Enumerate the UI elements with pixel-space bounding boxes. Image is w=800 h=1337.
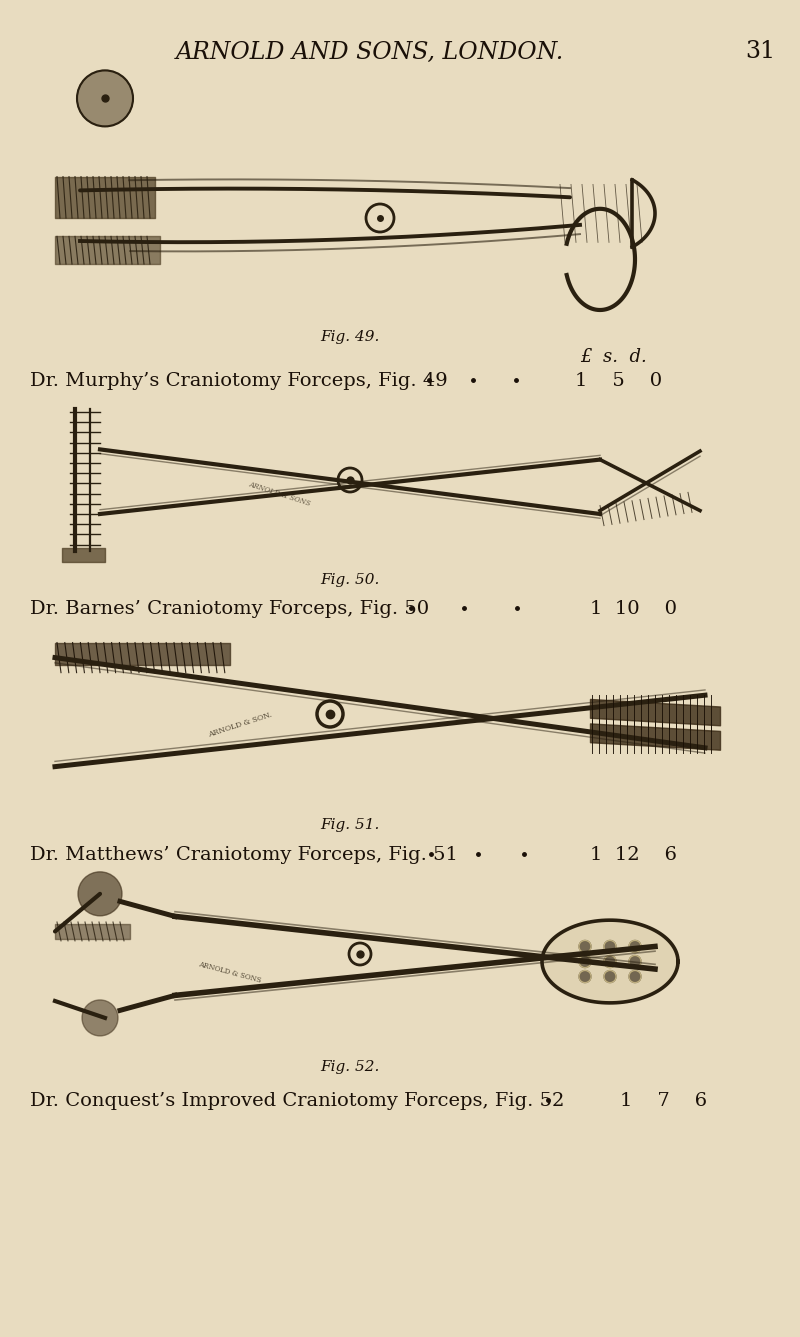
Text: Dr. Conquest’s Improved Craniotomy Forceps, Fig. 52: Dr. Conquest’s Improved Craniotomy Force…	[30, 1092, 564, 1110]
Text: Dr. Murphy’s Craniotomy Forceps, Fig. 49: Dr. Murphy’s Craniotomy Forceps, Fig. 49	[30, 372, 448, 390]
Text: Fig. 52.: Fig. 52.	[320, 1060, 380, 1074]
Circle shape	[604, 971, 616, 983]
Circle shape	[82, 1000, 118, 1036]
Text: ARNOLD & SON.: ARNOLD & SON.	[207, 711, 273, 739]
Text: £  s.  d.: £ s. d.	[580, 348, 646, 366]
Text: Fig. 50.: Fig. 50.	[320, 574, 380, 587]
Circle shape	[629, 940, 641, 952]
Text: 1    7    6: 1 7 6	[620, 1092, 707, 1110]
Text: Dr. Matthews’ Craniotomy Forceps, Fig. 51: Dr. Matthews’ Craniotomy Forceps, Fig. 5…	[30, 846, 458, 864]
Text: 1    5    0: 1 5 0	[575, 372, 662, 390]
Circle shape	[629, 971, 641, 983]
Circle shape	[629, 956, 641, 968]
Text: Fig. 51.: Fig. 51.	[320, 818, 380, 832]
Circle shape	[579, 956, 591, 968]
Text: ARNOLD & SONS: ARNOLD & SONS	[198, 960, 262, 985]
Circle shape	[579, 940, 591, 952]
Text: ARNOLD & SONS: ARNOLD & SONS	[248, 480, 312, 507]
Circle shape	[579, 971, 591, 983]
Text: ARNOLD AND SONS, LONDON.: ARNOLD AND SONS, LONDON.	[176, 40, 564, 63]
Text: 31: 31	[745, 40, 775, 63]
Text: 1  10    0: 1 10 0	[590, 600, 677, 618]
Text: Fig. 49.: Fig. 49.	[320, 330, 380, 344]
Polygon shape	[542, 920, 678, 1003]
Circle shape	[604, 956, 616, 968]
Circle shape	[604, 940, 616, 952]
Circle shape	[77, 71, 133, 127]
Text: Dr. Barnes’ Craniotomy Forceps, Fig. 50: Dr. Barnes’ Craniotomy Forceps, Fig. 50	[30, 600, 429, 618]
Circle shape	[78, 872, 122, 916]
Text: 1  12    6: 1 12 6	[590, 846, 677, 864]
